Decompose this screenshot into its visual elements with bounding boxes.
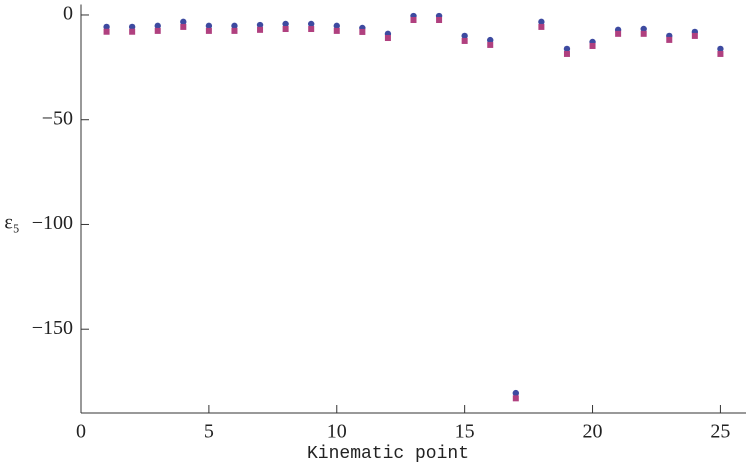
- y-tick-label: −50: [42, 107, 73, 129]
- point: [615, 30, 622, 37]
- y-tick-label: −150: [32, 317, 73, 339]
- y-tick-label: −100: [32, 212, 73, 234]
- point: [154, 27, 161, 34]
- y-axis-label: ε₅: [4, 212, 19, 234]
- point: [589, 42, 596, 49]
- point: [103, 28, 110, 35]
- point: [640, 30, 647, 37]
- point: [461, 32, 468, 40]
- point: [563, 45, 571, 53]
- point: [307, 20, 315, 28]
- point: [282, 26, 289, 33]
- point: [282, 20, 289, 28]
- point: [128, 23, 136, 31]
- x-tick-label: 5: [204, 421, 214, 443]
- point: [257, 26, 264, 33]
- point: [691, 32, 698, 39]
- point: [180, 23, 187, 30]
- point: [359, 28, 366, 35]
- x-tick-label: 25: [710, 421, 730, 443]
- point: [717, 45, 724, 53]
- point: [180, 18, 187, 26]
- point: [487, 36, 494, 44]
- point: [231, 22, 238, 30]
- point: [436, 17, 443, 24]
- point: [333, 22, 340, 30]
- x-tick-label: 0: [76, 421, 86, 443]
- point: [205, 27, 212, 34]
- point: [563, 50, 570, 57]
- point: [717, 50, 724, 57]
- point: [231, 27, 238, 34]
- point: [461, 37, 468, 44]
- point: [512, 395, 519, 402]
- point: [640, 25, 647, 33]
- point: [410, 17, 417, 24]
- point: [333, 27, 340, 34]
- point: [256, 21, 264, 29]
- point: [129, 28, 136, 35]
- point: [154, 22, 161, 30]
- point: [308, 26, 315, 33]
- y-tick-label: 0: [63, 3, 73, 25]
- point: [538, 18, 545, 26]
- x-tick-label: 20: [583, 421, 603, 443]
- point: [666, 36, 673, 43]
- point: [103, 23, 110, 31]
- x-axis-label: Kinematic point: [307, 444, 469, 464]
- x-tick-label: 10: [327, 421, 347, 443]
- point: [512, 389, 520, 397]
- point: [487, 41, 494, 48]
- point: [384, 35, 391, 42]
- point: [538, 23, 545, 30]
- point: [205, 22, 213, 30]
- x-tick-label: 15: [455, 421, 475, 443]
